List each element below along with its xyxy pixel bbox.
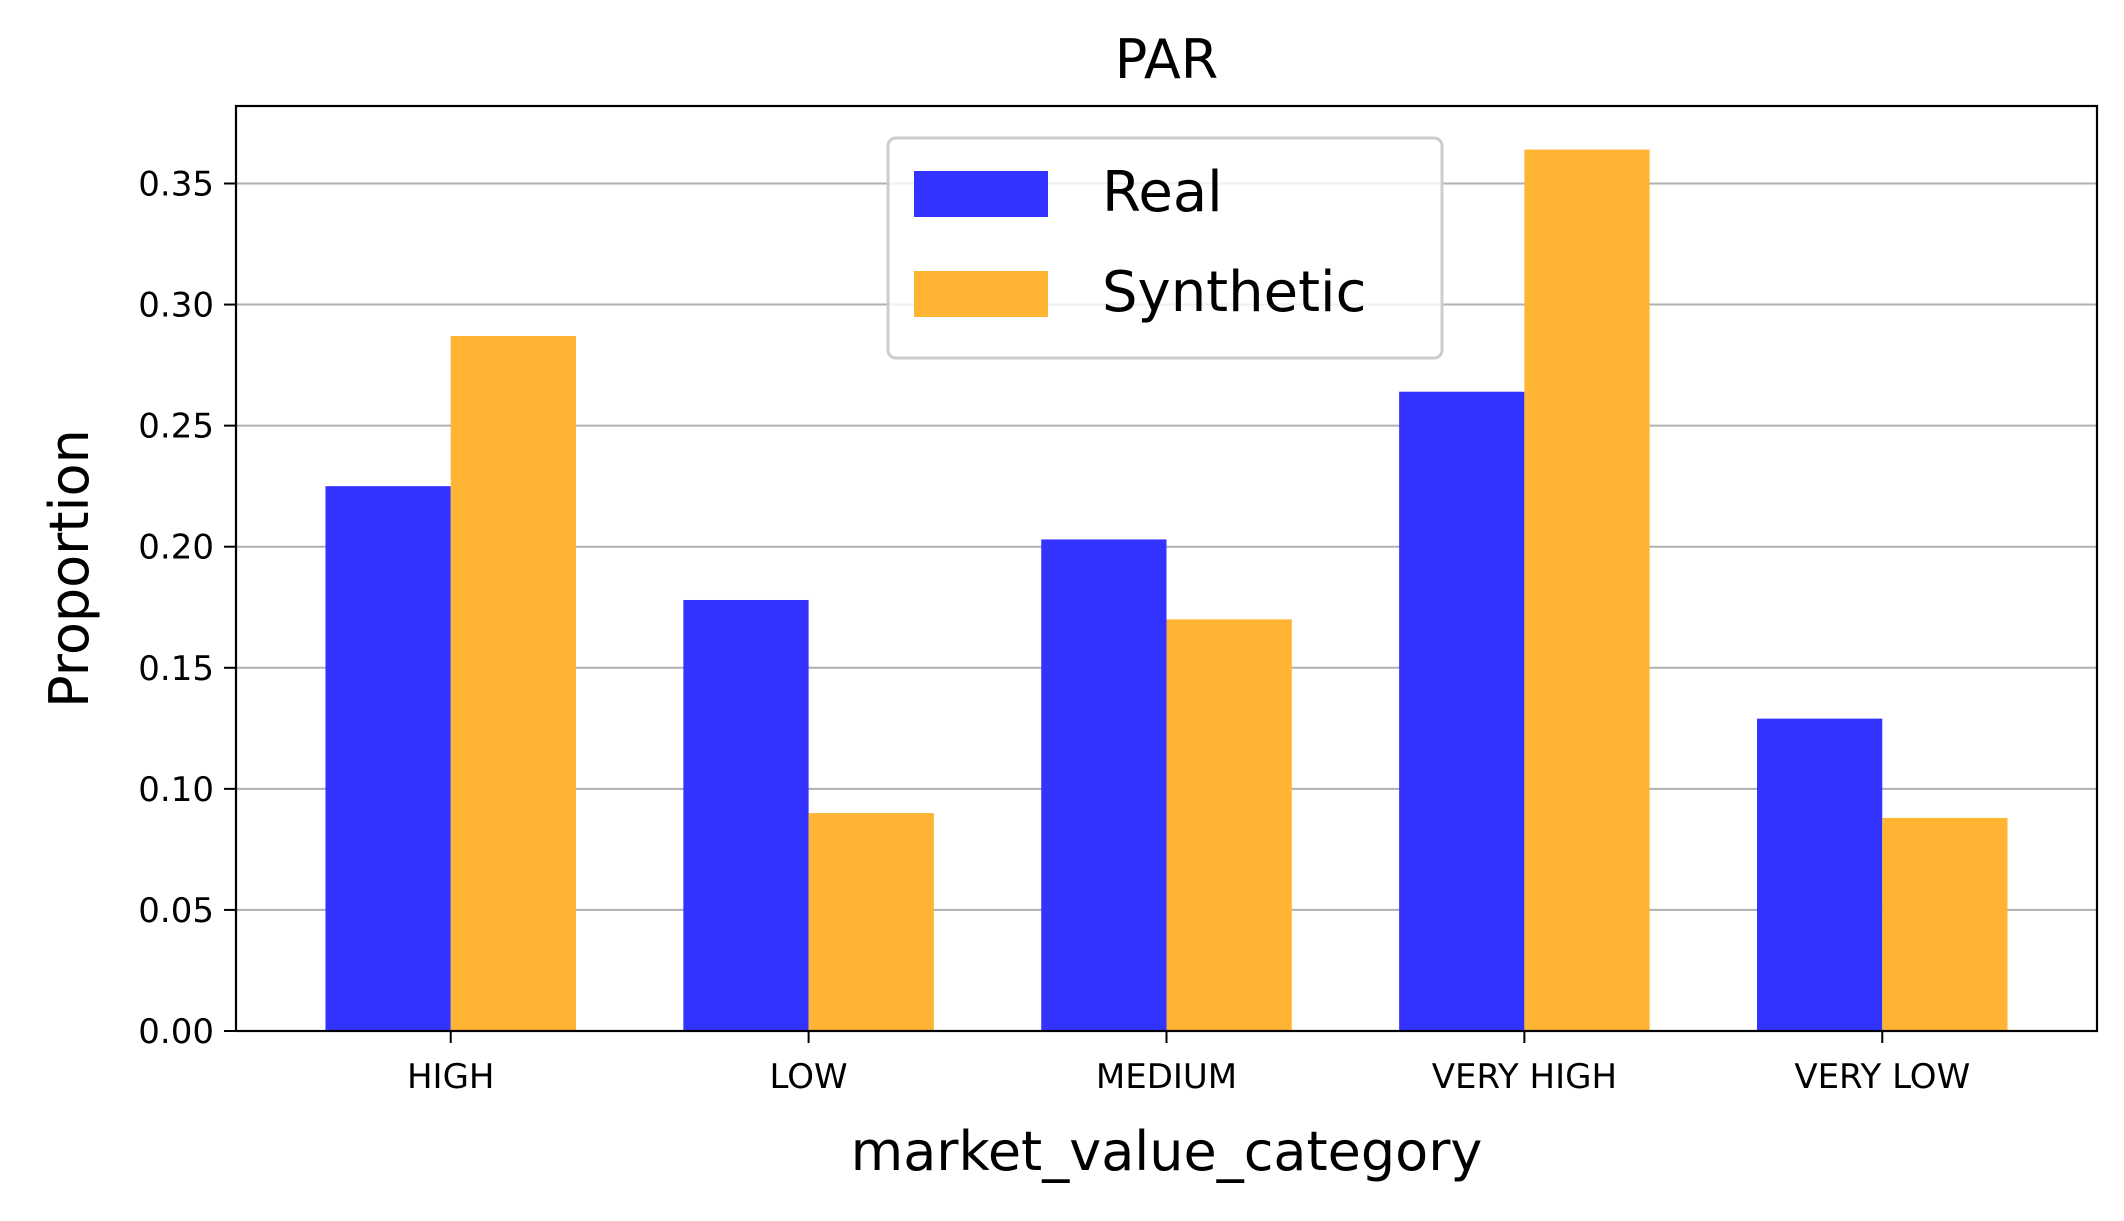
y-tick-label: 0.05 xyxy=(138,891,214,931)
bar-synthetic-low xyxy=(808,813,934,1031)
bar-real-high xyxy=(325,486,451,1031)
bar-synthetic-medium xyxy=(1166,619,1292,1031)
bar-synthetic-high xyxy=(450,336,576,1031)
x-axis-ticks: HIGH LOW MEDIUM VERY HIGH VERY LOW xyxy=(407,1031,1970,1097)
bar-real-very-low xyxy=(1757,718,1883,1031)
legend: Real Synthetic xyxy=(886,136,1444,360)
y-tick-label: 0.10 xyxy=(138,770,214,810)
x-tick-label: VERY LOW xyxy=(1794,1057,1970,1097)
legend-label-synthetic: Synthetic xyxy=(1102,260,1366,325)
y-axis-ticks: 0.00 0.05 0.10 0.15 0.20 0.25 0.30 0.35 xyxy=(138,164,236,1052)
x-axis-label: market_value_category xyxy=(851,1120,1483,1183)
bar-real-low xyxy=(683,599,809,1031)
legend-swatch-synthetic xyxy=(914,271,1048,317)
y-tick-label: 0.00 xyxy=(138,1012,214,1052)
y-tick-label: 0.15 xyxy=(138,649,214,689)
bar-real-medium xyxy=(1041,539,1167,1031)
y-tick-label: 0.25 xyxy=(138,407,214,447)
x-tick-label: VERY HIGH xyxy=(1432,1057,1617,1097)
x-tick-label: MEDIUM xyxy=(1096,1057,1237,1097)
y-tick-label: 0.20 xyxy=(138,528,214,568)
x-tick-label: LOW xyxy=(770,1057,848,1097)
bar-synthetic-very-high xyxy=(1524,149,1650,1032)
legend-label-real: Real xyxy=(1102,160,1223,225)
y-tick-label: 0.35 xyxy=(138,164,214,204)
bar-real-very-high xyxy=(1399,391,1525,1031)
x-tick-label: HIGH xyxy=(407,1057,495,1097)
bar-synthetic-very-low xyxy=(1882,817,2008,1031)
chart-title: PAR xyxy=(1115,28,1219,91)
bars xyxy=(325,149,2008,1032)
y-tick-label: 0.30 xyxy=(138,286,214,326)
y-axis-label: Proportion xyxy=(38,429,101,708)
legend-swatch-real xyxy=(914,171,1048,217)
